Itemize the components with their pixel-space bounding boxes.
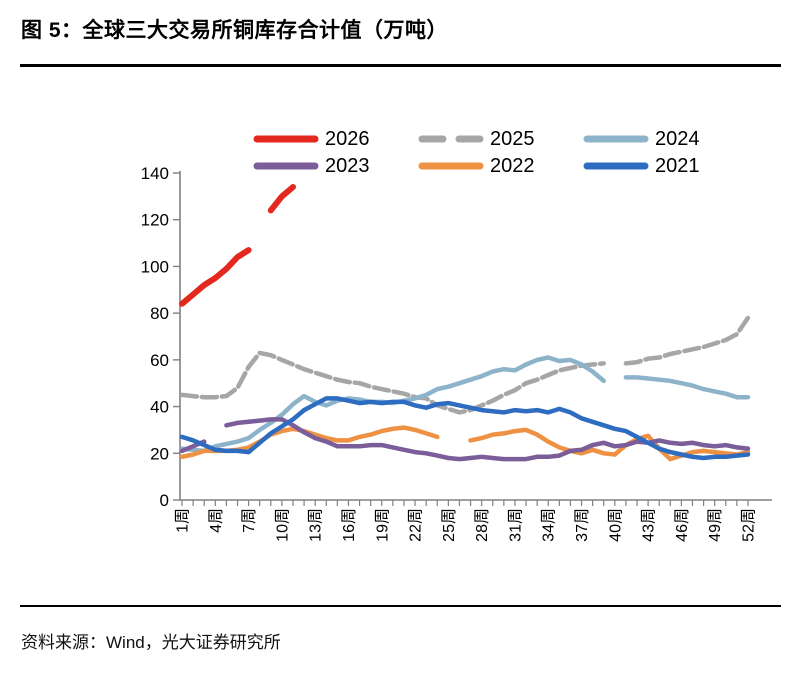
x-tick-label: 13周 [308,508,325,542]
y-tick-label: 100 [141,257,169,276]
legend-label-2025: 2025 [490,127,535,150]
y-tick-label: 40 [150,398,169,417]
legend-label-2026: 2026 [325,127,370,150]
x-tick-label: 52周 [741,508,758,542]
source-note: 资料来源：Wind，光大证券研究所 [21,633,281,652]
series-line-2021 [179,396,751,461]
x-tick-label: 10周 [274,508,291,542]
legend-label-2022: 2022 [490,154,535,177]
legend-row-2: 2023 2022 2021 [253,152,773,179]
legend-label-2023: 2023 [325,154,370,177]
chart-legend: 2026 2025 2024 2023 2022 2021 [253,125,773,179]
footer-divider [20,605,781,607]
x-tick-label: 25周 [441,508,458,542]
x-tick-label: 1周 [175,508,192,533]
x-tick-label: 4周 [208,508,225,533]
legend-item-2026: 2026 [253,129,418,149]
x-tick-label: 31周 [507,508,524,542]
x-tick-label: 16周 [341,508,358,542]
y-tick-label: 120 [141,211,169,230]
legend-item-2024: 2024 [583,129,748,149]
y-tick-label: 0 [160,491,169,510]
x-tick-label: 49周 [707,508,724,542]
legend-row-1: 2026 2025 2024 [253,125,773,152]
legend-swatch-2022 [418,162,484,169]
x-tick-label: 37周 [574,508,591,542]
legend-swatch-2025 [418,135,484,142]
legend-swatch-2026 [253,135,319,142]
legend-swatch-2021 [583,162,649,169]
legend-item-2021: 2021 [583,156,748,176]
title-divider [20,64,781,67]
y-tick-label: 20 [150,444,169,463]
legend-item-2025: 2025 [418,129,583,149]
x-tick-label: 22周 [408,508,425,542]
legend-swatch-2023 [253,162,319,169]
series-line-2026 [179,184,296,307]
figure-title: 图 5：全球三大交易所铜库存合计值（万吨） [21,19,449,42]
x-tick-label: 43周 [641,508,658,542]
x-tick-label: 46周 [674,508,691,542]
series-line-2025 [179,315,751,415]
legend-swatch-2024 [583,135,649,142]
x-tick-label: 28周 [474,508,491,542]
y-tick-label: 140 [141,164,169,183]
y-tick-label: 80 [150,304,169,323]
legend-item-2022: 2022 [418,156,583,176]
x-tick-label: 34周 [541,508,558,542]
x-tick-label: 7周 [241,508,258,533]
x-tick-label: 19周 [374,508,391,542]
legend-label-2021: 2021 [655,154,700,177]
y-tick-label: 60 [150,351,169,370]
legend-item-2023: 2023 [253,156,418,176]
x-tick-label: 40周 [607,508,624,542]
legend-label-2024: 2024 [655,127,700,150]
